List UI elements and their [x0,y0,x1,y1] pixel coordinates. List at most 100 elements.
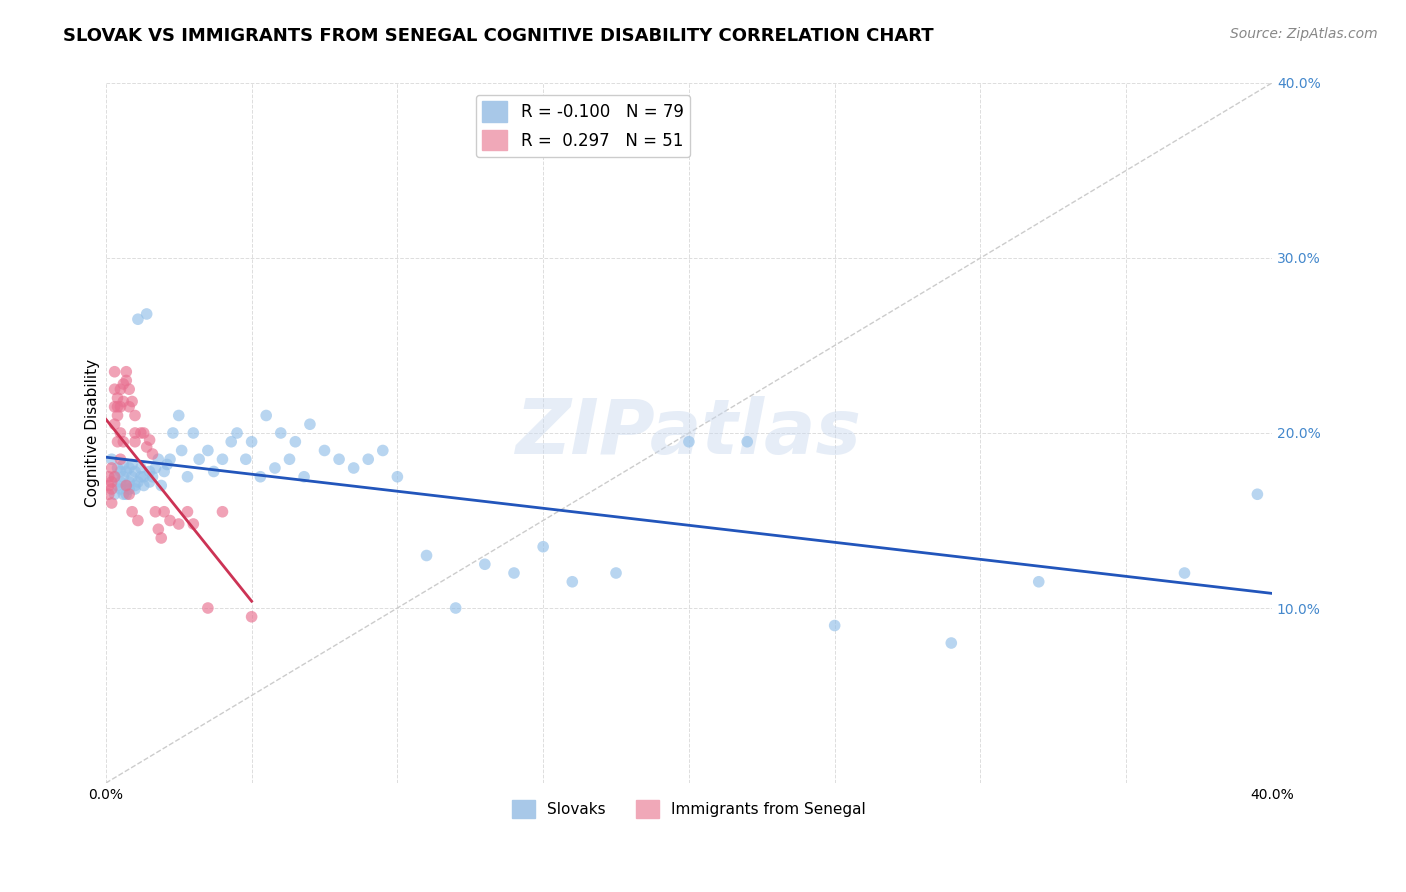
Point [107,400,129,414]
Point [129,425,152,440]
Point [124,465,146,479]
Point [202,465,225,479]
Point [100,461,122,475]
Point [115,478,138,492]
Point [159,514,181,528]
Point [292,469,315,483]
Y-axis label: Cognitive Disability: Cognitive Disability [86,359,100,507]
Point [104,417,127,432]
Point [100,482,122,496]
Point [118,400,141,414]
Point [181,516,204,531]
Point [254,409,277,423]
Point [104,469,127,483]
Point [110,482,132,496]
Point [129,461,152,475]
Point [188,452,211,467]
Point [115,465,138,479]
Point [115,478,138,492]
Point [112,376,135,391]
Point [941,636,963,650]
Point [1028,574,1050,589]
Point [110,425,132,440]
Point [298,417,321,432]
Point [138,433,160,447]
Point [284,434,307,449]
Point [159,452,181,467]
Point [474,558,496,572]
Text: Source: ZipAtlas.com: Source: ZipAtlas.com [1230,27,1378,41]
Point [112,394,135,409]
Point [97,469,120,483]
Point [100,452,122,467]
Point [121,394,143,409]
Point [127,312,149,326]
Point [118,382,141,396]
Point [121,469,143,483]
Point [328,452,350,467]
Point [124,478,146,492]
Text: SLOVAK VS IMMIGRANTS FROM SENEGAL COGNITIVE DISABILITY CORRELATION CHART: SLOVAK VS IMMIGRANTS FROM SENEGAL COGNIT… [63,27,934,45]
Point [162,425,184,440]
Point [124,482,146,496]
Point [211,452,233,467]
Point [211,505,233,519]
Point [110,400,132,414]
Point [138,465,160,479]
Point [181,425,204,440]
Point [219,434,242,449]
Point [115,487,138,501]
Point [115,365,138,379]
Point [100,496,122,510]
Point [678,434,700,449]
Point [561,574,583,589]
Point [148,522,170,536]
Point [176,469,198,483]
Legend: Slovaks, Immigrants from Senegal: Slovaks, Immigrants from Senegal [506,794,872,824]
Point [167,516,190,531]
Text: ZIPatlas: ZIPatlas [516,396,862,470]
Point [132,469,155,483]
Point [150,478,173,492]
Point [503,566,526,580]
Point [107,409,129,423]
Point [104,487,127,501]
Point [415,549,437,563]
Point [167,409,190,423]
Point [127,475,149,489]
Point [371,443,394,458]
Point [156,458,179,472]
Point [141,447,163,461]
Point [249,469,271,483]
Point [100,475,122,489]
Point [148,452,170,467]
Point [104,469,127,483]
Point [357,452,380,467]
Point [197,601,219,615]
Point [138,475,160,489]
Point [153,465,176,479]
Point [112,434,135,449]
Point [127,514,149,528]
Point [270,425,292,440]
Point [135,307,157,321]
Point [150,531,173,545]
Point [121,458,143,472]
Point [110,452,132,467]
Point [145,461,167,475]
Point [104,365,127,379]
Point [444,601,467,615]
Point [107,478,129,492]
Point [605,566,627,580]
Point [110,465,132,479]
Point [110,382,132,396]
Point [264,461,287,475]
Point [118,461,141,475]
Point [240,434,263,449]
Point [97,478,120,492]
Point [132,478,155,492]
Point [118,482,141,496]
Point [278,452,301,467]
Point [1173,566,1195,580]
Point [145,505,167,519]
